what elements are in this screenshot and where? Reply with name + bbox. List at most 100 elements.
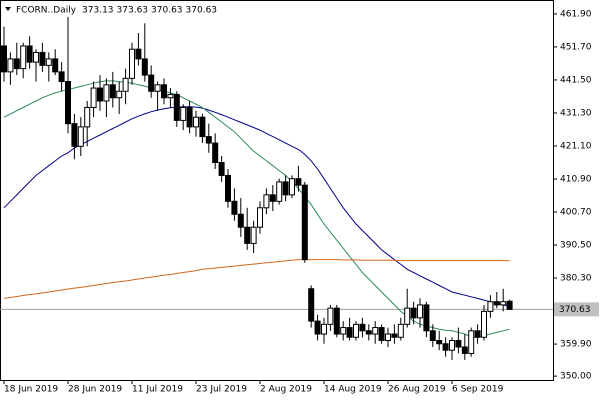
candle-body: [487, 301, 494, 312]
moving-average: [3, 106, 510, 307]
candle-body: [103, 84, 110, 102]
y-tick-label: 410.90: [560, 174, 592, 184]
candle-body: [250, 226, 257, 244]
ohlc-value: 373.63: [117, 6, 149, 16]
candle-body: [97, 87, 103, 102]
candle-body: [404, 307, 411, 325]
candle-body: [269, 194, 276, 202]
chart-title: FCORN..Daily: [16, 6, 77, 16]
candle-body: [442, 343, 449, 351]
candle-body: [340, 327, 347, 335]
candle-body: [129, 48, 135, 79]
candle-body: [474, 330, 481, 338]
candle-body: [33, 51, 39, 63]
candle-body: [1, 45, 7, 73]
candle-body: [327, 307, 334, 325]
candle-body: [506, 300, 513, 310]
y-tick-label: 350.00: [560, 372, 592, 382]
candle-body: [321, 323, 327, 335]
candle-body: [77, 126, 84, 147]
candle-body: [244, 226, 251, 244]
plot-frame: [0, 0, 554, 381]
x-tick-label: 14 Aug 2019: [324, 385, 382, 395]
y-tick-label: 431.30: [560, 108, 592, 118]
candle-body: [391, 333, 398, 338]
ohlc-value: 370.63: [151, 6, 183, 16]
candle-body: [365, 330, 372, 335]
candle-body: [237, 213, 244, 228]
candle-body: [122, 77, 129, 92]
candle-body: [461, 346, 468, 354]
candle-body: [199, 116, 206, 138]
candle-body: [109, 84, 116, 99]
y-tick-label: 441.50: [560, 75, 592, 85]
candle-body: [436, 340, 443, 345]
x-tick-label: 6 Sep 2019: [452, 385, 504, 395]
x-tick-label: 11 Jul 2019: [132, 385, 183, 395]
candle-body: [276, 181, 283, 202]
candle-body: [39, 51, 46, 66]
current-price-box: [554, 302, 599, 317]
y-tick-label: 461.90: [560, 9, 592, 19]
candle-body: [295, 178, 302, 186]
candle-body: [193, 116, 199, 128]
candle-body: [161, 84, 167, 99]
current-price-label: 370.63: [559, 305, 591, 315]
candle-body: [289, 178, 295, 196]
candle-body: [141, 58, 148, 76]
ohlc-header: 373.13 373.63 370.63 370.63: [82, 6, 217, 16]
candle-body: [481, 310, 487, 338]
candle-body: [500, 301, 507, 306]
y-tick-label: 380.30: [560, 274, 592, 284]
candle-body: [13, 58, 20, 70]
candle-body: [333, 307, 340, 335]
y-tick-label: 390.50: [560, 241, 592, 251]
candle-body: [231, 200, 238, 215]
candle-body: [410, 307, 417, 319]
candle-body: [353, 323, 359, 338]
candle-body: [346, 327, 353, 338]
candle-body: [468, 330, 475, 354]
y-tick-label: 421.10: [560, 141, 592, 151]
candle-body: [263, 194, 270, 209]
candle-body: [116, 90, 123, 99]
candle-body: [52, 58, 59, 73]
candle-body: [84, 106, 91, 128]
x-tick-label: 26 Aug 2019: [388, 385, 446, 395]
candle-body: [65, 81, 71, 125]
candle-body: [90, 87, 97, 108]
x-tick-label: 28 Jun 2019: [68, 385, 122, 395]
y-tick-label: 359.90: [560, 340, 592, 350]
y-tick-label: 451.70: [560, 42, 592, 52]
menu-arrow: [5, 7, 11, 11]
ohlc-value: 370.63: [186, 6, 218, 16]
x-tick-label: 23 Jul 2019: [196, 385, 247, 395]
candle-body: [173, 94, 180, 121]
candle-body: [282, 181, 289, 196]
candle-body: [417, 304, 423, 319]
candle-body: [359, 323, 366, 332]
candle-body: [218, 161, 225, 176]
candle-body: [314, 320, 321, 335]
y-tick-label: 400.70: [560, 208, 592, 218]
candle-body: [385, 333, 391, 342]
candle-body: [257, 207, 263, 228]
candle-body: [7, 58, 14, 73]
candle-body: [449, 340, 455, 351]
candle-body: [186, 106, 193, 128]
candle-body: [26, 45, 33, 63]
candle-body: [308, 288, 315, 322]
candle-body: [180, 106, 187, 121]
ohlc-value: 373.13: [82, 6, 114, 16]
candle-body: [148, 74, 155, 92]
candle-body: [372, 327, 379, 335]
candle-body: [135, 48, 142, 60]
moving-average: [3, 259, 510, 299]
candle-body: [45, 58, 52, 66]
x-tick-label: 18 Jun 2019: [4, 385, 58, 395]
candle-body: [423, 304, 430, 332]
candle-body: [397, 323, 404, 338]
candle-body: [301, 184, 308, 261]
candle-body: [429, 330, 436, 342]
